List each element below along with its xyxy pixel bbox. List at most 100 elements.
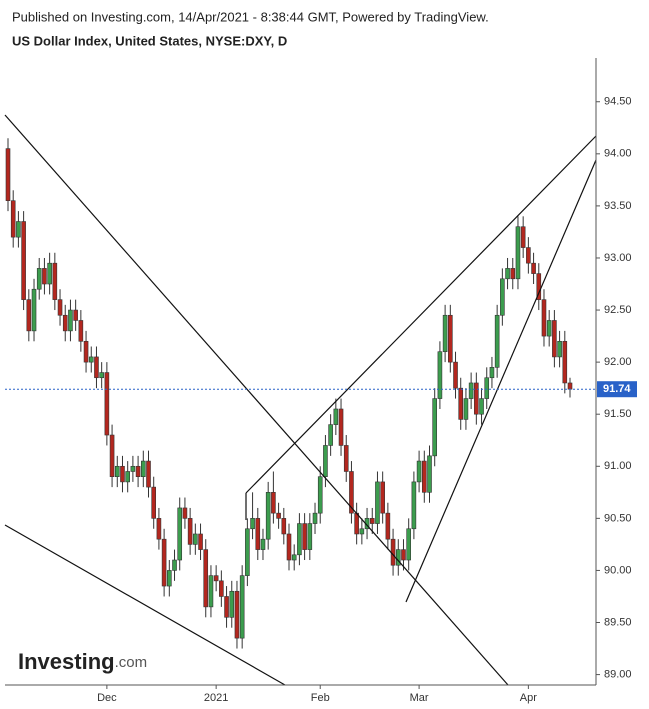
candle-body	[474, 382, 479, 415]
candle-body	[541, 299, 547, 337]
candle-body	[432, 398, 438, 457]
candle-body	[536, 273, 542, 300]
candle-body	[453, 361, 458, 389]
chart-title: US Dollar Index, United States, NYSE:DXY…	[12, 33, 287, 48]
y-tick-label: 89.50	[604, 616, 632, 628]
candle-body	[395, 549, 401, 566]
y-tick-label: 93.50	[604, 200, 632, 212]
candle-body	[104, 372, 110, 436]
candle-body	[167, 570, 172, 587]
candle-body	[302, 523, 307, 550]
candle-body	[281, 518, 287, 535]
x-tick-label: 2021	[204, 692, 228, 704]
candle-body	[463, 398, 469, 420]
candle-body	[557, 340, 562, 358]
candle-body	[182, 507, 188, 519]
candle-body	[385, 512, 391, 540]
candle-body	[369, 518, 375, 524]
candle-body	[297, 523, 302, 556]
candle-body	[161, 538, 167, 587]
last-price-box	[597, 381, 637, 398]
last-price-label: 91.74	[603, 383, 631, 395]
candle-body	[130, 465, 136, 472]
published-note: Published on Investing.com, 14/Apr/2021 …	[12, 9, 489, 24]
candle-body	[343, 445, 349, 472]
candle-body	[338, 408, 344, 446]
candle-body	[198, 533, 203, 550]
candle-body	[375, 481, 380, 524]
candle-body	[250, 518, 255, 530]
candle-body	[448, 314, 453, 363]
candle-body	[193, 533, 198, 545]
candle-body	[57, 299, 63, 316]
candle-body	[47, 262, 52, 285]
candle-body	[260, 538, 266, 550]
candle-body	[380, 481, 385, 514]
candle-body	[479, 398, 484, 415]
candle-body	[5, 148, 11, 201]
candle-body	[114, 465, 120, 477]
candle-body	[323, 445, 328, 477]
logo-suffix: .com	[115, 654, 148, 671]
y-tick-label: 90.00	[604, 564, 632, 576]
y-tick-label: 93.00	[604, 252, 632, 264]
y-tick-label: 92.00	[604, 356, 632, 368]
candle-body	[286, 533, 292, 561]
y-tick-label: 94.00	[604, 148, 632, 160]
candle-body	[78, 320, 84, 342]
candle-body	[520, 226, 526, 248]
candle-body	[494, 314, 500, 368]
candle-body	[359, 528, 365, 535]
candle-body	[125, 471, 130, 483]
candle-body	[42, 268, 47, 285]
candle-body	[83, 340, 89, 363]
candle-body	[390, 538, 396, 566]
x-tick-label: Apr	[520, 692, 537, 704]
candle-body	[52, 262, 58, 300]
candle-body	[187, 518, 193, 545]
candle-body	[36, 268, 42, 290]
candle-body	[567, 382, 573, 390]
candle-body	[135, 465, 141, 477]
candle-body	[10, 200, 16, 238]
candle-body	[151, 486, 157, 519]
y-tick-label: 92.50	[604, 304, 632, 316]
candle-body	[68, 309, 73, 332]
candle-body	[421, 460, 427, 493]
candle-body	[427, 455, 432, 493]
candle-body	[208, 575, 214, 608]
candle-body	[401, 549, 406, 561]
candle-body	[416, 460, 422, 483]
candle-body	[349, 471, 354, 514]
candle-body	[406, 528, 411, 561]
candle-body	[510, 268, 516, 280]
y-tick-label: 89.00	[604, 668, 632, 680]
y-tick-label: 94.50	[604, 96, 632, 108]
candle-body	[224, 596, 229, 618]
candle-body	[317, 476, 323, 514]
candle-body	[276, 512, 281, 519]
candle-body	[245, 528, 250, 576]
candle-body	[271, 492, 276, 514]
candle-body	[239, 575, 245, 639]
candle-body	[94, 356, 99, 379]
candle-body	[255, 518, 261, 550]
candle-body	[62, 314, 68, 332]
candle-body	[307, 523, 313, 550]
candle-body	[531, 262, 536, 274]
candle-body	[484, 377, 490, 399]
candle-body	[437, 351, 443, 399]
candle-body	[354, 512, 359, 535]
candle-body	[552, 320, 557, 358]
trend-lines	[4, 114, 597, 686]
candle-body	[99, 372, 104, 379]
candle-body	[229, 590, 235, 618]
candle-body	[109, 434, 115, 477]
x-tick-label: Feb	[311, 692, 330, 704]
candle-body	[203, 549, 209, 608]
candle-body	[458, 387, 464, 420]
candle-body	[468, 382, 474, 399]
y-tick-label: 90.50	[604, 512, 632, 524]
trend-line	[405, 159, 597, 603]
candle-body	[489, 367, 495, 379]
